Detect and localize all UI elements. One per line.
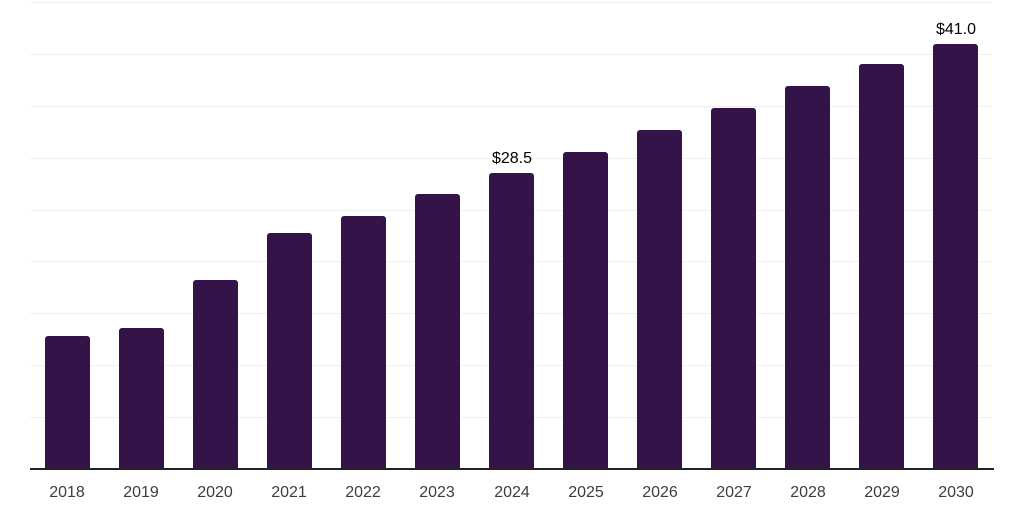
- x-tick-label-2027: 2027: [716, 484, 752, 501]
- x-tick-label-2028: 2028: [790, 484, 826, 501]
- x-tick-label-2020: 2020: [197, 484, 233, 501]
- data-label-2030: $41.0: [935, 21, 977, 38]
- x-tick-label-2025: 2025: [568, 484, 604, 501]
- bar-2027: [711, 108, 756, 469]
- bar-2020: [193, 280, 238, 469]
- bar-2029: [859, 64, 904, 469]
- x-axis-line: [30, 468, 994, 470]
- x-tick-label-2024: 2024: [494, 484, 530, 501]
- x-tick-label-2023: 2023: [419, 484, 455, 501]
- bar-2022: [341, 216, 386, 469]
- x-tick-label-2019: 2019: [123, 484, 159, 501]
- bar-2021: [267, 233, 312, 469]
- x-tick-label-2021: 2021: [271, 484, 307, 501]
- gridline: [30, 2, 993, 3]
- x-tick-label-2022: 2022: [345, 484, 381, 501]
- bar-2030: [933, 44, 978, 469]
- bar-2025: [563, 152, 608, 469]
- x-tick-label-2026: 2026: [642, 484, 678, 501]
- bar-2018: [45, 336, 90, 469]
- gridline: [30, 106, 993, 107]
- bar-2019: [119, 328, 164, 469]
- gridline: [30, 54, 993, 55]
- data-label-2024: $28.5: [491, 150, 533, 167]
- x-tick-label-2029: 2029: [864, 484, 900, 501]
- x-tick-label-2018: 2018: [49, 484, 85, 501]
- bar-2026: [637, 130, 682, 469]
- x-tick-label-2030: 2030: [938, 484, 974, 501]
- bar-2028: [785, 86, 830, 469]
- bar-2024: [489, 173, 534, 469]
- bar-2023: [415, 194, 460, 469]
